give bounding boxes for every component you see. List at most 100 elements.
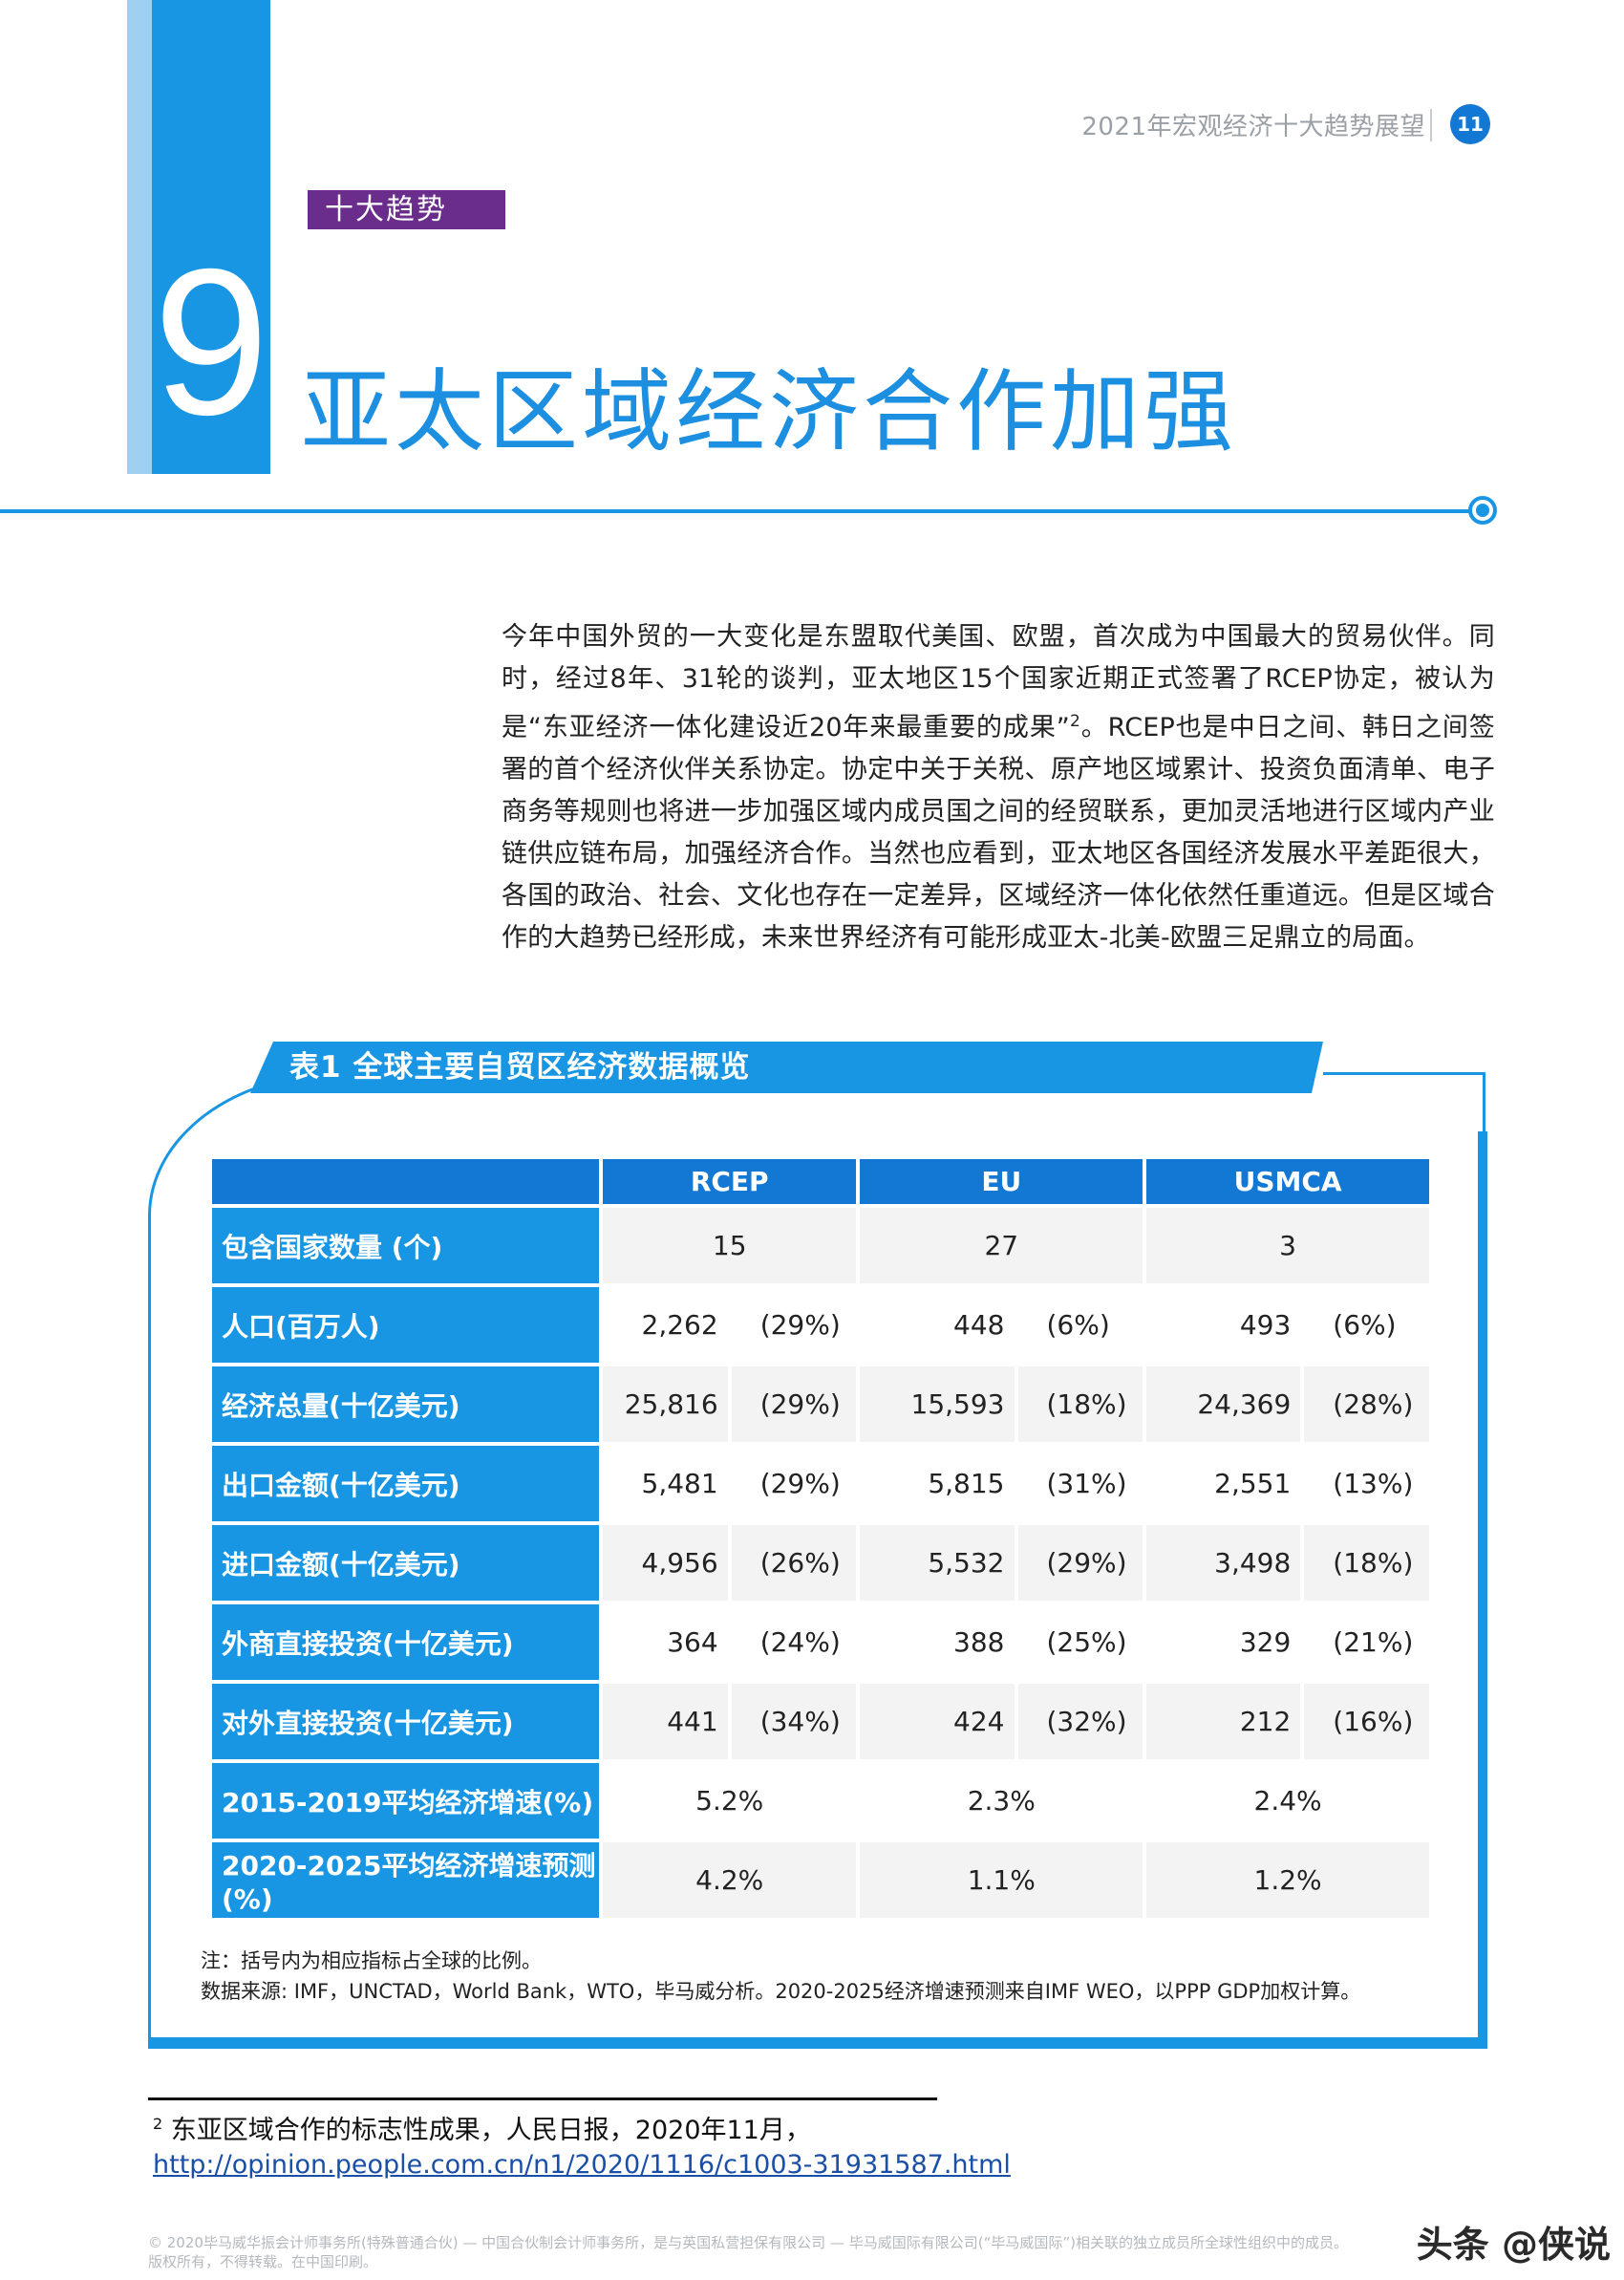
table-cell-share: (25%)	[1017, 1604, 1143, 1680]
table-row: 2020-2025平均经济增速预测(%) 4.2% 1.1% 1.2%	[212, 1842, 1429, 1918]
table-cell: 1.1%	[860, 1842, 1143, 1918]
body-text-part-1: 今年中国外贸的一大变化是东盟取代美国、欧盟，首次成为中国最大的贸易伙伴。同时，经…	[502, 622, 1495, 742]
table-cell-share: (31%)	[1017, 1446, 1143, 1521]
table-source: 数据来源: IMF，UNCTAD，World Bank，WTO，毕马威分析。20…	[201, 1980, 1361, 2003]
watermark: 头条 @侠说	[1416, 2224, 1611, 2266]
row-label: 出口金额(十亿美元)	[212, 1446, 600, 1521]
table-cell-share: (29%)	[731, 1446, 857, 1521]
table-cell-value: 5,532	[860, 1525, 1015, 1601]
table-frame-bottom	[148, 2037, 1487, 2049]
table-note: 注：括号内为相应指标占全球的比例。	[201, 1949, 542, 1972]
table-cell-value: 388	[860, 1604, 1015, 1680]
table-cell-value: 24,369	[1146, 1366, 1301, 1442]
table-cell-value: 25,816	[603, 1366, 728, 1442]
body-paragraph: 今年中国外贸的一大变化是东盟取代美国、欧盟，首次成为中国最大的贸易伙伴。同时，经…	[502, 616, 1495, 959]
table-cell-value: 2,262	[603, 1287, 728, 1363]
table-cell-share: (16%)	[1304, 1684, 1429, 1759]
table-cell-share: (32%)	[1017, 1684, 1143, 1759]
row-label: 人口(百万人)	[212, 1287, 600, 1363]
table-frame-top-right	[1323, 1072, 1485, 1075]
table-cell: 27	[860, 1208, 1143, 1283]
table-cell-value: 5,481	[603, 1446, 728, 1521]
row-label: 对外直接投资(十亿美元)	[212, 1684, 600, 1759]
table-title: 表1 全球主要自贸区经济数据概览	[289, 1050, 751, 1085]
table-cell-value: 4,956	[603, 1525, 728, 1601]
table-cell-share: (29%)	[1017, 1525, 1143, 1601]
column-header-usmca: USMCA	[1146, 1159, 1429, 1204]
table-cell-share: (28%)	[1304, 1366, 1429, 1442]
table-cell: 5.2%	[603, 1763, 857, 1839]
table-cell-share: (34%)	[731, 1684, 857, 1759]
footnote: 2 东亚区域合作的标志性成果，人民日报，2020年11月， http://opi…	[153, 2107, 1011, 2183]
footnote-text: 东亚区域合作的标志性成果，人民日报，2020年11月，	[170, 2116, 811, 2145]
table-header-row: RCEP EU USMCA	[212, 1159, 1429, 1204]
table-cell-share: (13%)	[1304, 1446, 1429, 1521]
table-notes: 注：括号内为相应指标占全球的比例。 数据来源: IMF，UNCTAD，World…	[201, 1946, 1360, 2007]
table-cell-value: 3,498	[1146, 1525, 1301, 1601]
table-cell-value: 364	[603, 1604, 728, 1680]
table-cell-value: 15,593	[860, 1366, 1015, 1442]
table-cell-value: 212	[1146, 1684, 1301, 1759]
footnote-link[interactable]: http://opinion.people.com.cn/n1/2020/111…	[153, 2150, 1011, 2180]
table-cell-value: 441	[603, 1684, 728, 1759]
table-cell: 1.2%	[1146, 1842, 1429, 1918]
table-cell: 4.2%	[603, 1842, 857, 1918]
table-row: 进口金额(十亿美元) 4,956 (26%) 5,532 (29%) 3,498…	[212, 1525, 1429, 1601]
table-cell-share: (26%)	[731, 1525, 857, 1601]
table-cell: 3	[1146, 1208, 1429, 1283]
footnote-number: 2	[153, 2115, 163, 2133]
table-cell-share: (24%)	[731, 1604, 857, 1680]
table-cell-share: (29%)	[731, 1287, 857, 1363]
table-frame-right	[1478, 1131, 1487, 2049]
table-cell-share: (6%)	[1017, 1287, 1143, 1363]
table-cell-value: 2,551	[1146, 1446, 1301, 1521]
chapter-title: 亚太区域经济合作加强	[301, 360, 1238, 464]
table-cell-share: (21%)	[1304, 1604, 1429, 1680]
body-text-part-2: 。RCEP也是中日之间、韩日之间签署的首个经济伙伴关系协定。协定中关于关税、原产…	[502, 713, 1495, 953]
column-header-eu: EU	[860, 1159, 1143, 1204]
table-row: 经济总量(十亿美元) 25,816 (29%) 15,593 (18%) 24,…	[212, 1366, 1429, 1442]
table-title-banner	[250, 1042, 1323, 1093]
table-row: 出口金额(十亿美元) 5,481 (29%) 5,815 (31%) 2,551…	[212, 1446, 1429, 1521]
table-row: 包含国家数量 (个) 15 27 3	[212, 1208, 1429, 1283]
title-rule	[0, 509, 1477, 513]
row-label: 经济总量(十亿美元)	[212, 1366, 600, 1442]
table-cell-share: (18%)	[1304, 1525, 1429, 1601]
table-frame-left	[148, 1233, 151, 2037]
table-row: 2015-2019平均经济增速(%) 5.2% 2.3% 2.4%	[212, 1763, 1429, 1839]
footnote-rule	[148, 2097, 937, 2100]
chapter-bar-light	[127, 0, 152, 474]
table-cell-value: 424	[860, 1684, 1015, 1759]
chapter-number: 9	[153, 226, 269, 459]
table-cell-value: 5,815	[860, 1446, 1015, 1521]
row-label: 2015-2019平均经济增速(%)	[212, 1763, 600, 1839]
table-cell-share: (6%)	[1304, 1287, 1429, 1363]
table-header-corner	[212, 1159, 600, 1204]
table-row: 人口(百万人) 2,262 (29%) 448 (6%) 493 (6%)	[212, 1287, 1429, 1363]
column-header-rcep: RCEP	[603, 1159, 857, 1204]
header-divider	[1430, 109, 1432, 141]
row-label: 外商直接投资(十亿美元)	[212, 1604, 600, 1680]
table-cell-value: 493	[1146, 1287, 1301, 1363]
table-cell-share: (18%)	[1017, 1366, 1143, 1442]
table-cell: 2.4%	[1146, 1763, 1429, 1839]
table-cell-value: 448	[860, 1287, 1015, 1363]
table-row: 外商直接投资(十亿美元) 364 (24%) 388 (25%) 329 (21…	[212, 1604, 1429, 1680]
table-frame-right-thin	[1483, 1072, 1485, 1131]
chapter-bar	[152, 0, 270, 474]
table-cell: 15	[603, 1208, 857, 1283]
table-cell-share: (29%)	[731, 1366, 857, 1442]
footnote-reference[interactable]: 2	[1069, 712, 1080, 731]
legal-line: 版权所有，不得转载。在中国印刷。	[148, 2253, 378, 2270]
table-row: 对外直接投资(十亿美元) 441 (34%) 424 (32%) 212 (16…	[212, 1684, 1429, 1759]
legal-line: © 2020毕马威华振会计师事务所(特殊普通合伙) — 中国合伙制会计师事务所，…	[148, 2234, 1348, 2251]
row-label: 进口金额(十亿美元)	[212, 1525, 600, 1601]
running-header-title: 2021年宏观经济十大趋势展望	[1081, 113, 1425, 141]
row-label: 包含国家数量 (个)	[212, 1208, 600, 1283]
section-tag: 十大趋势	[308, 190, 505, 229]
title-rule-dot-icon	[1468, 496, 1497, 525]
data-table: RCEP EU USMCA 包含国家数量 (个) 15 27 3 人口(百万人)…	[208, 1155, 1433, 1922]
legal-notice: © 2020毕马威华振会计师事务所(特殊普通合伙) — 中国合伙制会计师事务所，…	[148, 2233, 1390, 2271]
table-cell-value: 329	[1146, 1604, 1301, 1680]
table-cell: 2.3%	[860, 1763, 1143, 1839]
